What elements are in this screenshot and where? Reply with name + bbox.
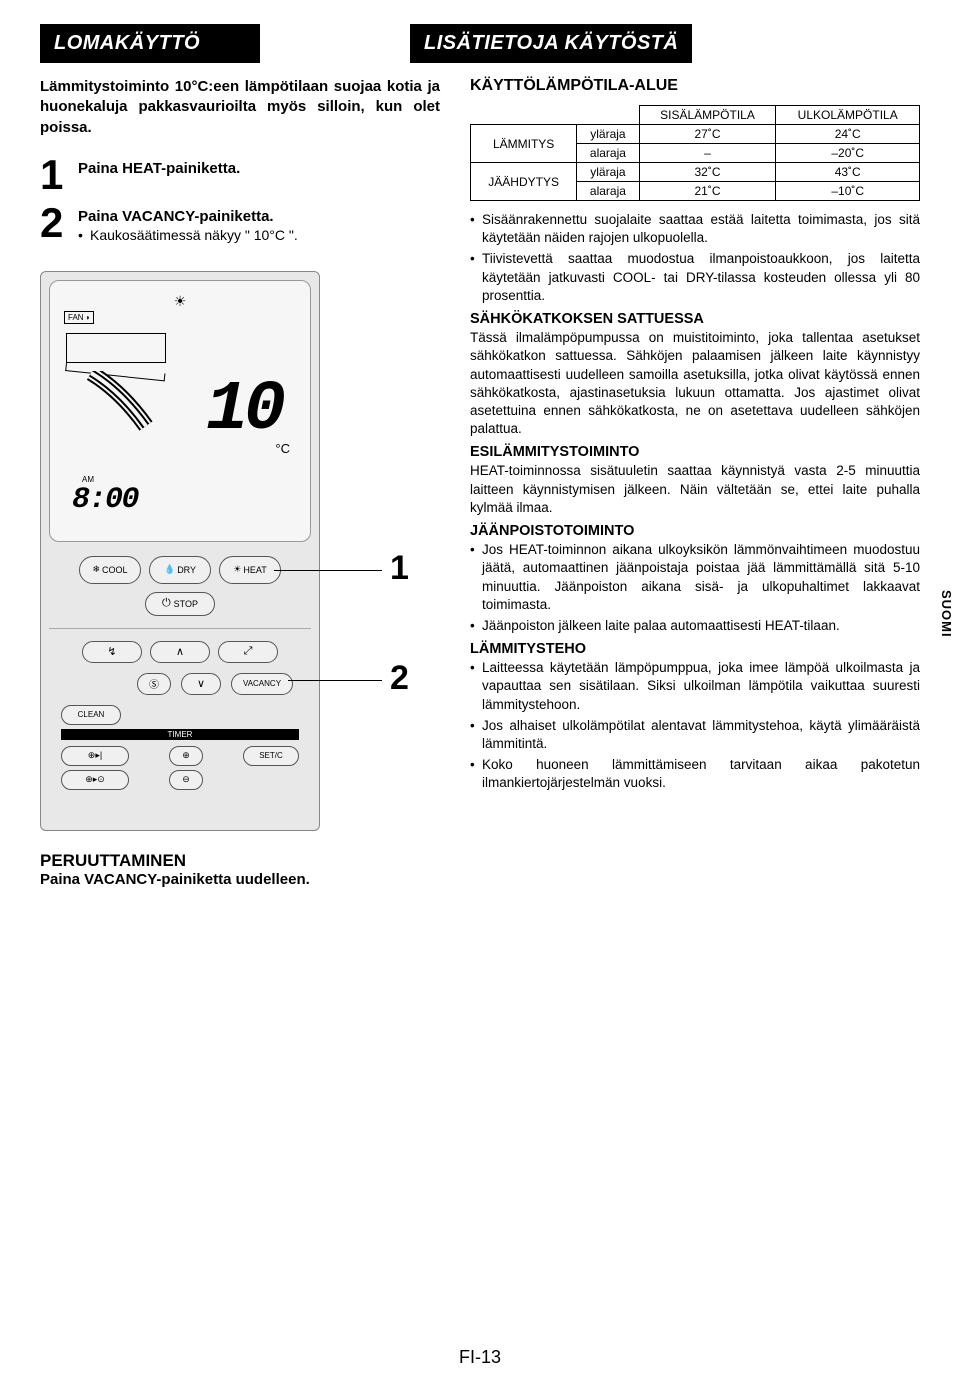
fan-label: FAN [68,313,84,322]
header-left: LOMAKÄYTTÖ [40,24,260,63]
row-cool: JÄÄHDYTYS [471,163,577,201]
callout-2: 2 [390,659,409,698]
callout-line-1 [274,570,382,571]
cancel-text: Paina VACANCY-painiketta uudelleen. [40,871,440,888]
cool-lower-in: 21˚C [639,182,776,201]
swing-icon: ↯ [107,645,116,658]
clean-button[interactable]: CLEAN [61,705,121,725]
swing-button[interactable]: ↯ [82,641,142,663]
vacancy-button[interactable]: VACANCY [231,673,293,695]
sec3-b1: Jos alhaiset ulkolämpötilat alentavat lä… [470,717,920,753]
sec2-b1: Jäänpoiston jälkeen laite palaa automaat… [470,617,920,635]
vane-icon: ⤢ [244,645,253,658]
header-row: LOMAKÄYTTÖ LISÄTIETOJA KÄYTÖSTÄ [40,24,920,63]
row-heat: LÄMMITYS [471,125,577,163]
sec-text-1: HEAT-toiminnossa sisätuuletin saattaa kä… [470,462,920,517]
range-notes: Sisäänrakennettu suojalaite saattaa estä… [470,211,920,305]
sec-title-3: LÄMMITYSTEHO [470,641,920,657]
timer-off-button[interactable]: ⊕▸⊙ [61,770,129,790]
sec3-bullets: Laitteessa käytetään lämpöpumppua, joka … [470,659,920,793]
stop-label: STOP [174,599,198,609]
heat-button[interactable]: ☀HEAT [219,556,281,584]
fan-indicator: FAN◗ [64,311,94,324]
timer-minus-button[interactable]: ⊖ [169,770,203,790]
cancel-title: PERUUTTAMINEN [40,851,440,871]
timer-setc-button[interactable]: SET/C [243,746,299,766]
sun-small-icon: ☀ [233,564,241,575]
callout-1: 1 [390,549,409,588]
heat-lower-in: – [639,144,776,163]
fan-level-icon: ◗ [86,313,91,322]
temp-range-table: SISÄLÄMPÖTILA ULKOLÄMPÖTILA LÄMMITYS ylä… [470,105,920,201]
power-icon: ⏻ [162,597,171,610]
droplet-icon: 💧 [164,564,175,575]
temp-display: 10 [206,376,282,446]
vane-button[interactable]: ⤢ [218,641,278,663]
sec2-bullets: Jos HEAT-toiminnon aikana ulkoyksikön lä… [470,541,920,635]
language-tab: SUOMI [939,590,954,638]
temp-down-button[interactable]: ∨ [181,673,221,695]
cool-button[interactable]: ❄COOL [79,556,141,584]
sec-text-0: Tässä ilmalämpöpumpussa on muistitoimint… [470,329,920,438]
cool-lower-label: alaraja [577,182,639,201]
heat-upper-label: yläraja [577,125,639,144]
sec3-b2: Koko huoneen lämmittämiseen tarvitaan ai… [470,756,920,792]
dry-button[interactable]: 💧DRY [149,556,211,584]
step-2: 2 Paina VACANCY-painiketta. Kaukosäätime… [40,204,440,243]
temp-unit: °C [275,441,290,456]
header-right: LISÄTIETOJA KÄYTÖSTÄ [410,24,692,63]
intro-text: Lämmitystoiminto 10°C:een lämpötilaan su… [40,77,440,138]
col-outside: ULKOLÄMPÖTILA [776,106,920,125]
timer-label-bar: TIMER [61,729,299,740]
heat-label: HEAT [243,565,266,575]
chevron-up-icon: ∧ [176,645,184,658]
timer-plus-button[interactable]: ⊕ [169,746,203,766]
step-num-1: 1 [40,156,72,194]
range-note-1: Sisäänrakennettu suojalaite saattaa estä… [470,211,920,247]
cool-label: COOL [102,565,128,575]
sec-title-2: JÄÄNPOISTOTOIMINTO [470,523,920,539]
heat-lower-out: –20˚C [776,144,920,163]
ac-unit-icon [66,333,166,371]
col-inside: SISÄLÄMPÖTILA [639,106,776,125]
clock-display: 8:00 [72,483,138,517]
sec2-b0: Jos HEAT-toiminnon aikana ulkoyksikön lä… [470,541,920,614]
stop-button[interactable]: ⏻STOP [145,592,215,616]
s-button[interactable]: Ⓢ [137,673,171,695]
step-1: 1 Paina HEAT-painiketta. [40,156,440,194]
cool-upper-out: 43˚C [776,163,920,182]
page-number: FI-13 [459,1347,501,1368]
airflow-icon [86,371,156,431]
sec-title-1: ESILÄMMITYSTOIMINTO [470,444,920,460]
step-2-bullet: Kaukosäätimessä näkyy " 10°C ". [78,227,440,243]
step-num-2: 2 [40,204,72,242]
temp-up-button[interactable]: ∧ [150,641,210,663]
sec3-b0: Laitteessa käytetään lämpöpumppua, joka … [470,659,920,714]
remote-control: ☀ FAN◗ 10 °C A [40,271,320,831]
remote-wrap: ☀ FAN◗ 10 °C A [40,271,440,831]
sun-icon: ☀ [174,293,187,310]
heat-upper-in: 27˚C [639,125,776,144]
chevron-down-icon: ∨ [197,677,205,690]
cool-upper-in: 32˚C [639,163,776,182]
heat-lower-label: alaraja [577,144,639,163]
sec-title-0: SÄHKÖKATKOKSEN SATTUESSA [470,311,920,327]
callout-line-2 [288,680,382,681]
range-note-2: Tiivistevettä saattaa muodostua ilmanpoi… [470,250,920,305]
cool-lower-out: –10˚C [776,182,920,201]
range-title: KÄYTTÖLÄMPÖTILA-ALUE [470,77,920,95]
dry-label: DRY [177,565,196,575]
step-2-title: Paina VACANCY-painiketta. [78,208,440,225]
remote-screen: ☀ FAN◗ 10 °C A [49,280,311,542]
cancel-block: PERUUTTAMINEN Paina VACANCY-painiketta u… [40,851,440,888]
cool-upper-label: yläraja [577,163,639,182]
snowflake-icon: ❄ [92,564,100,575]
heat-upper-out: 24˚C [776,125,920,144]
timer-on-button[interactable]: ⊕▸| [61,746,129,766]
step-1-title: Paina HEAT-painiketta. [78,160,440,177]
